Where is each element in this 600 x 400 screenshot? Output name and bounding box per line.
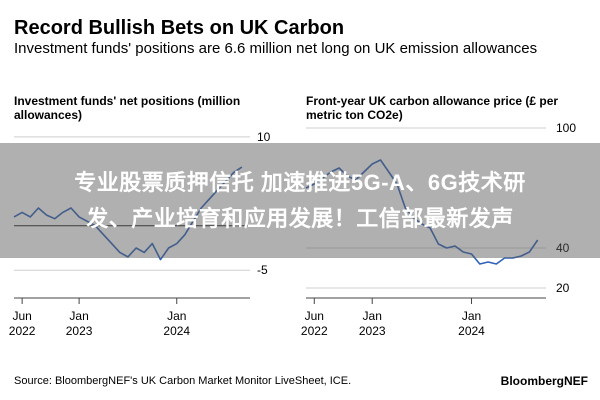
- overlay-banner-line-2: 发、产业培育和应用发展！工信部最新发声: [86, 206, 514, 231]
- left-x-tick-label-month: Jun: [12, 309, 31, 323]
- right-y-tick-label: 20: [556, 281, 570, 295]
- right-x-tick-label-month: Jan: [363, 309, 382, 323]
- left-y-tick-label: -5: [257, 263, 268, 277]
- subtitle: Investment funds' positions are 6.6 mill…: [14, 40, 538, 57]
- overlay-banner-line-1: 专业股票质押信托 加速推进5G-A、6G技术研: [74, 170, 526, 195]
- right-x-tick-label-year: 2023: [359, 324, 386, 338]
- main-title: Record Bullish Bets on UK Carbon: [14, 17, 345, 39]
- left-x-tick-label-month: Jan: [167, 309, 186, 323]
- left-x-tick-label-year: 2023: [66, 324, 93, 338]
- right-x-tick-label-month: Jun: [305, 309, 324, 323]
- left-x-tick-label-year: 2022: [9, 324, 36, 338]
- brand-logo: BloombergNEF: [500, 374, 588, 388]
- left-chart-title: Investment funds' net positions (million…: [14, 94, 241, 122]
- right-y-tick-label: 40: [556, 241, 570, 255]
- right-x-tick-label-year: 2022: [301, 324, 328, 338]
- right-x-tick-label-month: Jan: [462, 309, 481, 323]
- right-chart-title: Front-year UK carbon allowance price (£ …: [306, 94, 559, 122]
- source-note: Source: BloombergNEF's UK Carbon Market …: [14, 375, 352, 387]
- overlay-banner: [0, 143, 600, 258]
- left-y-tick-label: 10: [257, 130, 271, 144]
- right-x-tick-label-year: 2024: [458, 324, 485, 338]
- left-x-tick-label-month: Jan: [69, 309, 88, 323]
- left-x-tick-label-year: 2024: [163, 324, 190, 338]
- right-y-tick-label: 100: [556, 121, 576, 135]
- left-series-line: [13, 166, 243, 261]
- right-series-line: [305, 159, 539, 265]
